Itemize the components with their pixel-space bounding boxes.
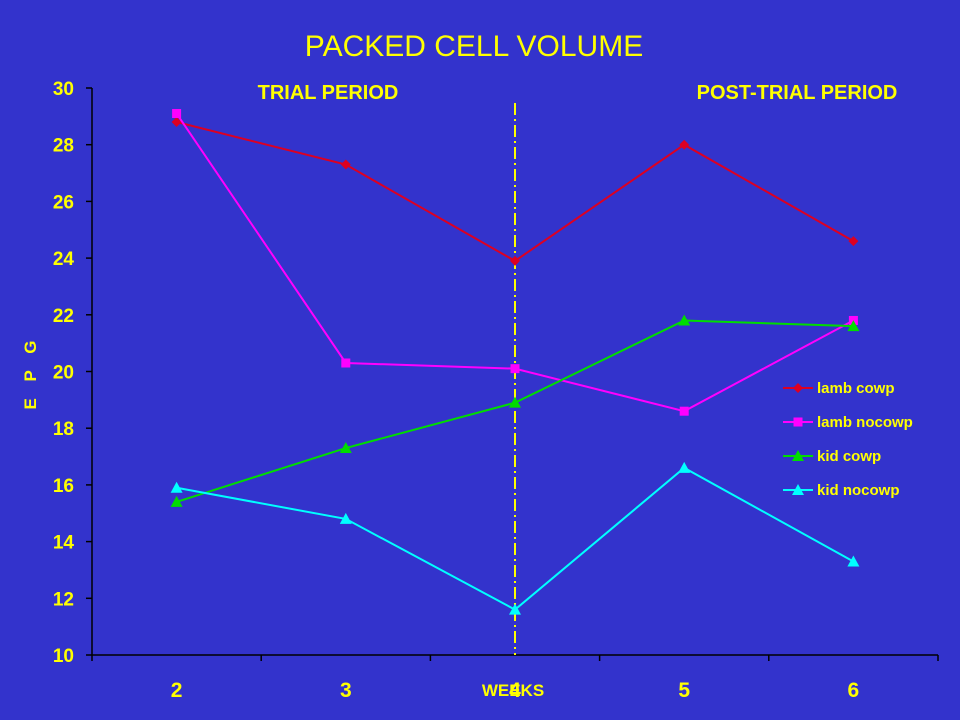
data-point-lamb-nocowp [510, 364, 520, 374]
legend-item-lamb-cowp: lamb cowp [783, 380, 895, 397]
y-axis-label: E P G [21, 334, 40, 409]
x-tick-label: 6 [848, 679, 860, 702]
data-point-kid-nocowp [339, 512, 352, 524]
legend-label: kid cowp [817, 448, 881, 465]
data-point-kid-cowp [678, 314, 691, 326]
legend: lamb cowp lamb nocowp kid cowp kid nocowp [783, 380, 913, 499]
y-tick-label: 26 [53, 192, 74, 213]
data-point-kid-cowp [509, 396, 521, 408]
y-tick-label: 24 [53, 249, 75, 270]
y-tick-label: 22 [53, 306, 74, 327]
legend-label: lamb cowp [817, 380, 895, 397]
data-point-kid-cowp [847, 320, 860, 332]
legend-label: lamb nocowp [817, 414, 913, 431]
x-tick-label: 2 [171, 679, 183, 702]
x-tick-label: 4 [509, 679, 521, 702]
data-point-lamb-nocowp [679, 406, 689, 416]
legend-swatch-marker [792, 450, 804, 461]
data-point-kid-nocowp [170, 481, 183, 493]
legend-swatch-marker [793, 383, 803, 393]
data-point-kid-nocowp [678, 461, 691, 473]
series-layer [170, 109, 860, 615]
legend-swatch-marker [792, 484, 804, 495]
y-tick-label: 30 [53, 79, 74, 100]
legend-swatch-marker [793, 417, 803, 427]
data-point-lamb-cowp [171, 117, 182, 128]
axes: 10 12 14 16 18 20 22 24 26 28 30 2 3 4 5 6 [53, 79, 939, 702]
data-point-lamb-cowp [848, 236, 859, 247]
annotation-trial-period: TRIAL PERIOD [258, 82, 399, 104]
y-tick-label: 28 [53, 136, 74, 157]
legend-item-kid-nocowp: kid nocowp [783, 482, 900, 499]
legend-label: kid nocowp [817, 482, 900, 499]
data-point-kid-cowp [170, 495, 183, 507]
series-kid-nocowp [170, 461, 860, 615]
y-tick-label: 14 [53, 533, 75, 554]
data-point-lamb-nocowp [172, 109, 182, 119]
x-tick-label: 3 [340, 679, 352, 702]
legend-item-lamb-nocowp: lamb nocowp [783, 414, 913, 431]
data-point-kid-nocowp [847, 555, 860, 567]
data-point-kid-nocowp [509, 603, 521, 615]
data-point-lamb-nocowp [341, 358, 351, 368]
data-point-lamb-cowp [679, 139, 690, 150]
data-point-kid-cowp [339, 442, 352, 454]
legend-item-kid-cowp: kid cowp [783, 448, 881, 465]
x-tick-label: 5 [678, 679, 690, 702]
y-tick-label: 18 [53, 419, 74, 440]
data-point-lamb-cowp [510, 255, 520, 266]
series-lamb-cowp [171, 117, 859, 266]
y-tick-label: 16 [53, 476, 74, 497]
y-tick-label: 12 [53, 589, 74, 610]
series-kid-cowp [170, 314, 860, 507]
annotation-post-trial-period: POST-TRIAL PERIOD [697, 82, 898, 104]
y-tick-label: 10 [53, 646, 74, 667]
y-tick-label: 20 [53, 363, 74, 384]
data-point-lamb-cowp [340, 159, 351, 170]
chart-title: PACKED CELL VOLUME [305, 30, 643, 63]
x-axis-label: WEEKS [482, 681, 544, 700]
